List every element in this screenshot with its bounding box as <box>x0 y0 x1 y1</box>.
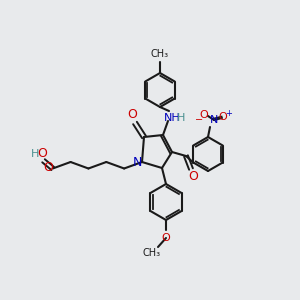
Text: H: H <box>177 113 185 123</box>
Text: H: H <box>31 149 40 159</box>
Text: O: O <box>38 147 47 160</box>
Text: O: O <box>127 109 137 122</box>
Text: N: N <box>132 155 142 169</box>
Text: N: N <box>210 115 218 125</box>
Text: −: − <box>195 115 203 125</box>
Text: O: O <box>162 233 170 243</box>
Text: O: O <box>43 161 53 174</box>
Text: NH: NH <box>164 113 180 123</box>
Text: CH₃: CH₃ <box>143 248 161 258</box>
Text: +: + <box>226 109 232 118</box>
Text: O: O <box>200 110 208 120</box>
Text: CH₃: CH₃ <box>151 49 169 59</box>
Text: O: O <box>188 169 198 182</box>
Text: O: O <box>219 112 227 122</box>
